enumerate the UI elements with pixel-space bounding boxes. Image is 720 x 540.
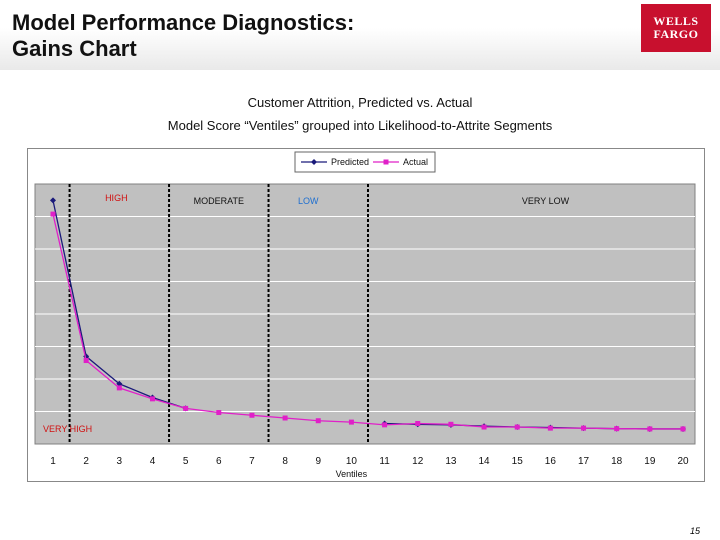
actual-point-6 [216, 410, 222, 416]
x-tick-label-20: 20 [677, 456, 689, 467]
page-number: 15 [690, 526, 701, 536]
actual-point-17 [581, 425, 587, 431]
segment-label-moderate: MODERATE [194, 196, 244, 206]
x-tick-label-13: 13 [445, 456, 457, 467]
actual-point-18 [614, 426, 620, 432]
legend-actual-marker [383, 159, 389, 165]
legend-box [294, 151, 436, 173]
segment-label-very-low: VERY LOW [522, 196, 570, 206]
chart-subtitle-2: Model Score “Ventiles” grouped into Like… [167, 118, 553, 133]
x-tick-label-5: 5 [183, 456, 189, 467]
actual-point-14 [481, 424, 487, 430]
x-tick-label-3: 3 [117, 456, 123, 467]
chart-subtitle-1: Customer Attrition, Predicted vs. Actual [247, 95, 473, 110]
actual-point-7 [249, 412, 255, 418]
legend-predicted-marker [311, 159, 317, 165]
actual-point-1 [50, 211, 56, 217]
actual-point-16 [547, 425, 553, 431]
x-tick-label-7: 7 [249, 456, 255, 467]
x-tick-label-2: 2 [83, 456, 89, 467]
actual-point-4 [149, 396, 155, 402]
x-tick-label-12: 12 [412, 456, 424, 467]
header-band: Model Performance Diagnostics: Gains Cha… [0, 0, 720, 70]
segment-label-low: LOW [298, 196, 319, 206]
wells-fargo-logo: WELLS FARGO [641, 4, 711, 52]
actual-point-8 [282, 415, 288, 421]
x-tick-label-19: 19 [644, 456, 656, 467]
actual-point-13 [448, 421, 454, 427]
x-tick-label-11: 11 [379, 456, 390, 467]
x-axis-label: Ventiles [336, 469, 368, 479]
x-tick-label-10: 10 [346, 456, 358, 467]
x-tick-label-16: 16 [545, 456, 557, 467]
page-title-line-1: Model Performance Diagnostics: [12, 10, 355, 35]
actual-point-2 [83, 358, 89, 364]
actual-point-9 [315, 418, 321, 424]
actual-point-5 [183, 405, 189, 411]
actual-point-19 [647, 426, 653, 432]
actual-point-3 [116, 385, 122, 391]
x-tick-label-6: 6 [216, 456, 222, 467]
x-tick-label-14: 14 [478, 456, 490, 467]
actual-point-20 [680, 426, 686, 432]
page-title-line-2: Gains Chart [12, 36, 137, 61]
actual-point-15 [514, 424, 520, 430]
logo-line-2: FARGO [653, 27, 699, 41]
x-tick-label-9: 9 [315, 456, 321, 467]
actual-line [52, 213, 683, 430]
actual-point-11 [382, 422, 388, 428]
page-title: Model Performance Diagnostics: Gains Cha… [12, 10, 354, 62]
x-tick-label-1: 1 [50, 456, 56, 467]
segment-label-high: HIGH [105, 193, 128, 203]
x-tick-label-17: 17 [578, 456, 590, 467]
x-tick-label-8: 8 [282, 456, 288, 467]
legend-predicted-label: Predicted [331, 157, 369, 167]
logo-line-1: WELLS [653, 14, 699, 28]
actual-point-10 [348, 419, 354, 425]
x-tick-label-18: 18 [611, 456, 623, 467]
predicted-point-3 [116, 380, 123, 387]
x-tick-label-15: 15 [512, 456, 524, 467]
actual-point-12 [415, 420, 421, 426]
segment-label-very-high: VERY HIGH [43, 424, 92, 434]
x-tick-label-4: 4 [150, 456, 156, 467]
predicted-point-1 [50, 197, 56, 204]
legend-actual-label: Actual [403, 157, 428, 167]
